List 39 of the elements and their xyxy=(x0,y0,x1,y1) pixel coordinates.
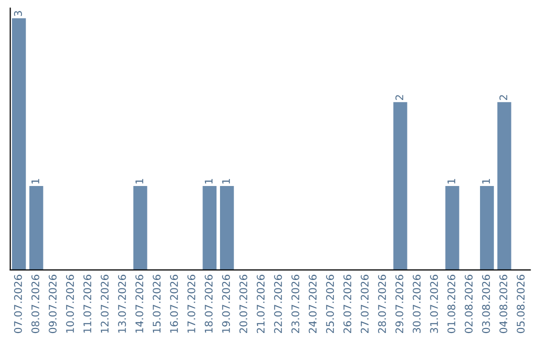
x-tick-label: 27.07.2026 xyxy=(360,274,369,334)
x-tick-label: 24.07.2026 xyxy=(308,274,317,334)
x-tick-label: 23.07.2026 xyxy=(291,274,300,334)
x-tick-label: 29.07.2026 xyxy=(395,274,404,334)
data-label: 1 xyxy=(32,178,40,184)
x-tick-label: 10.07.2026 xyxy=(66,274,74,333)
x-tick-label: 02.08.2026 xyxy=(464,274,473,334)
data-label: 2 xyxy=(395,95,404,100)
x-tick-label: 12.07.2026 xyxy=(100,274,109,333)
data-label: 1 xyxy=(448,178,456,184)
x-tick-label: 05.08.2026 xyxy=(516,274,525,334)
data-label: 3 xyxy=(14,11,22,16)
data-label: 1 xyxy=(136,178,144,184)
x-tick-label: 22.07.2026 xyxy=(274,274,282,334)
x-tick-label: 20.07.2026 xyxy=(239,274,248,334)
x-tick-label: 17.07.2026 xyxy=(187,274,196,333)
x-tick-label: 15.07.2026 xyxy=(152,274,161,333)
x-tick-label: 01.08.2026 xyxy=(447,274,456,334)
x-tick-label: 28.07.2026 xyxy=(378,274,386,334)
x-tick-label: 18.07.2026 xyxy=(204,274,213,333)
x-tick-label: 30.07.2026 xyxy=(412,274,421,333)
x-tick-label: 04.08.2026 xyxy=(499,274,508,334)
data-label: 1 xyxy=(482,178,490,184)
x-tick-label: 03.08.2026 xyxy=(482,274,490,334)
x-tick-label: 25.07.2026 xyxy=(326,274,334,334)
x-tick-label: 09.07.2026 xyxy=(48,274,57,334)
x-tick-label: 19.07.2026 xyxy=(222,274,230,333)
data-label: 1 xyxy=(222,178,230,184)
data-label: 1 xyxy=(204,178,212,184)
data-label: 2 xyxy=(499,95,508,100)
x-tick-label: 16.07.2026 xyxy=(170,274,178,333)
x-tick-label: 21.07.2026 xyxy=(256,274,265,334)
x-tick-label: 08.07.2026 xyxy=(31,274,40,334)
x-tick-label: 14.07.2026 xyxy=(135,274,144,333)
x-tick-label: 07.07.2026 xyxy=(14,274,22,334)
x-tick-label: 31.07.2026 xyxy=(430,274,438,333)
x-tick-label: 26.07.2026 xyxy=(343,274,352,334)
x-tick-label: 11.07.2026 xyxy=(83,274,92,333)
x-tick-label: 13.07.2026 xyxy=(118,274,126,333)
